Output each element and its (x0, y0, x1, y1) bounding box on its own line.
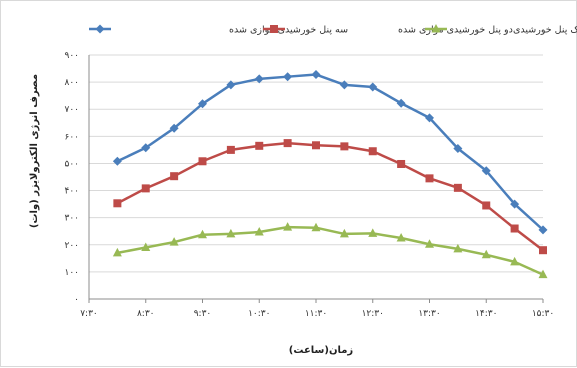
data-point (538, 225, 548, 235)
y-tick-label: ۲۰۰ (64, 241, 79, 251)
y-tick-label: ۷۰۰ (64, 105, 79, 115)
data-point (112, 247, 122, 257)
x-tick-label: ۱۳:۳۰ (418, 309, 440, 319)
data-point (396, 233, 406, 242)
data-point (113, 199, 122, 208)
x-tick-label: ۱۴:۳۰ (475, 309, 497, 319)
x-tick-label: ۱۵:۳۰ (532, 309, 554, 319)
data-point (396, 98, 406, 108)
x-tick-label: ۱۱:۳۰ (305, 309, 327, 319)
x-tick-label: ۸:۳۰ (137, 309, 155, 319)
data-point (283, 72, 293, 82)
series-line (116, 141, 544, 252)
data-point (311, 70, 321, 80)
data-point (453, 243, 463, 253)
legend-item: دو پنل خورشیدی موازی شده (263, 25, 513, 36)
data-point (510, 256, 520, 266)
data-point (425, 174, 434, 183)
x-tick-label: ۱۲:۳۰ (362, 309, 384, 319)
data-point (226, 145, 235, 154)
legend-item: سه پنل خورشیدی موازی شده (89, 24, 348, 36)
data-point (481, 249, 491, 259)
y-tick-label: ۸۰۰ (64, 78, 79, 88)
y-tick-label: ۱۰۰ (64, 268, 79, 278)
data-point (431, 24, 441, 33)
legend-label: سه پنل خورشیدی موازی شده (229, 25, 348, 36)
series-line (116, 73, 544, 231)
data-point (283, 139, 292, 148)
data-point (198, 99, 207, 109)
data-point (95, 24, 105, 34)
data-point (510, 224, 519, 233)
data-point (141, 184, 150, 193)
data-point (368, 147, 377, 156)
series-lines (112, 70, 548, 279)
data-point (453, 144, 463, 154)
data-point (481, 166, 491, 176)
data-point (226, 228, 236, 238)
series-group (112, 70, 548, 235)
data-point (169, 237, 179, 246)
data-point (254, 227, 264, 236)
data-point (226, 80, 236, 90)
y-tick-label: ۰ (74, 295, 79, 305)
data-point (397, 159, 406, 168)
data-point (453, 183, 462, 192)
data-point (510, 199, 520, 209)
data-point (254, 74, 264, 84)
axes: ۰ ۱۰۰ ۲۰۰ ۳۰۰ ۴۰۰ ۵۰۰ ۶۰۰ ۷۰۰ ۸۰۰ ۹۰۰ ۷:۳۰ ۸:۳۰ ۹:۳۰… (64, 51, 554, 319)
series-line (117, 225, 544, 276)
legend-label: یک پنل خورشیدی (513, 25, 577, 36)
y-tick-label: ۵۰۰ (64, 159, 79, 169)
legend-item: یک پنل خورشیدی (425, 24, 577, 36)
data-point (198, 157, 207, 166)
data-point (169, 123, 179, 133)
data-point (539, 246, 547, 255)
data-point (283, 222, 293, 231)
data-point (141, 143, 151, 153)
data-point (482, 201, 491, 210)
series-group (112, 222, 548, 279)
data-point (270, 25, 278, 33)
data-point (340, 142, 349, 151)
x-tick-label: ۹:۳۰ (194, 309, 212, 319)
data-point (312, 141, 320, 150)
data-point (368, 228, 378, 237)
data-point (425, 113, 434, 123)
data-point (538, 269, 548, 279)
x-tick-label: ۷:۳۰ (80, 309, 98, 319)
x-axis-title: زمان(ساعت) (289, 345, 354, 356)
series-group (113, 139, 547, 255)
data-point (112, 156, 122, 166)
legend: سه پنل خورشیدی موازی شده دو پنل خورشیدی م… (89, 24, 577, 36)
y-tick-label: ۶۰۰ (64, 132, 79, 142)
data-point (368, 82, 378, 92)
data-point (311, 222, 321, 232)
data-point (339, 228, 349, 238)
y-tick-label: ۳۰۰ (64, 214, 79, 224)
y-axis-title: مصرف انرژی الکترولایزر (وات) (29, 74, 40, 228)
y-tick-label: ۴۰۰ (64, 187, 79, 197)
x-tick-label: ۱۰:۳۰ (248, 309, 270, 319)
data-point (170, 172, 179, 181)
data-point (198, 229, 207, 239)
y-tick-label: ۹۰۰ (64, 51, 79, 61)
data-point (425, 239, 434, 248)
legend-label: دو پنل خورشیدی موازی شده (398, 25, 513, 36)
data-point (141, 242, 151, 251)
data-point (339, 80, 349, 90)
data-point (255, 141, 264, 150)
